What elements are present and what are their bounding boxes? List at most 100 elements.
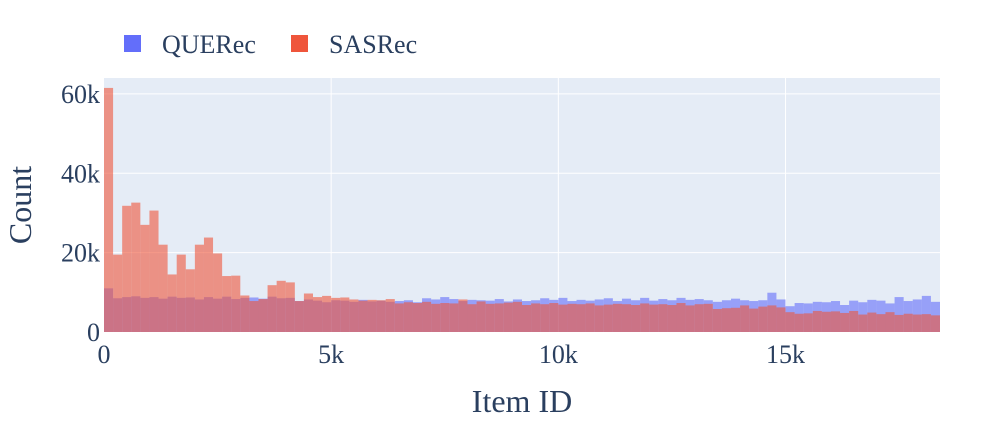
- bar-sasrec[interactable]: [440, 303, 450, 332]
- bar-sasrec[interactable]: [213, 253, 223, 332]
- bar-sasrec[interactable]: [403, 302, 413, 332]
- bar-sasrec[interactable]: [149, 210, 159, 332]
- bar-sasrec[interactable]: [594, 305, 604, 332]
- bar-sasrec[interactable]: [794, 313, 804, 332]
- bar-sasrec[interactable]: [122, 205, 132, 332]
- bar-sasrec[interactable]: [431, 303, 441, 332]
- bar-sasrec[interactable]: [721, 308, 731, 332]
- bar-sasrec[interactable]: [603, 304, 613, 332]
- bar-sasrec[interactable]: [867, 312, 877, 332]
- legend-item-querec[interactable]: QUERec: [124, 30, 256, 59]
- bar-sasrec[interactable]: [812, 310, 822, 332]
- series-sasrec: [104, 87, 940, 332]
- bar-sasrec[interactable]: [313, 297, 323, 332]
- bar-sasrec[interactable]: [649, 304, 659, 332]
- bar-sasrec[interactable]: [921, 314, 931, 332]
- bar-sasrec[interactable]: [885, 312, 895, 332]
- bar-sasrec[interactable]: [903, 313, 913, 332]
- bar-sasrec[interactable]: [458, 299, 468, 332]
- bar-sasrec[interactable]: [194, 244, 204, 332]
- bar-sasrec[interactable]: [767, 305, 777, 332]
- bar-sasrec[interactable]: [512, 301, 522, 332]
- bar-sasrec[interactable]: [621, 304, 632, 332]
- bar-sasrec[interactable]: [685, 305, 695, 332]
- bar-sasrec[interactable]: [640, 303, 650, 332]
- bar-sasrec[interactable]: [612, 303, 622, 332]
- bar-sasrec[interactable]: [776, 307, 786, 332]
- bar-sasrec[interactable]: [667, 305, 677, 332]
- grid-lines: [104, 78, 940, 332]
- bar-sasrec[interactable]: [258, 299, 268, 332]
- bar-sasrec[interactable]: [558, 304, 568, 332]
- bar-sasrec[interactable]: [131, 202, 141, 332]
- bar-sasrec[interactable]: [113, 254, 123, 332]
- bar-sasrec[interactable]: [712, 308, 722, 332]
- bar-sasrec[interactable]: [758, 306, 768, 332]
- bar-sasrec[interactable]: [485, 303, 495, 332]
- bar-sasrec[interactable]: [894, 314, 904, 332]
- bar-querec[interactable]: [921, 295, 931, 332]
- bar-sasrec[interactable]: [540, 304, 550, 332]
- bar-querec[interactable]: [894, 297, 904, 332]
- bar-sasrec[interactable]: [522, 305, 532, 332]
- bar-sasrec[interactable]: [740, 305, 750, 332]
- bar-sasrec[interactable]: [140, 224, 150, 332]
- bar-sasrec[interactable]: [531, 303, 541, 332]
- bar-sasrec[interactable]: [240, 295, 250, 332]
- bar-sasrec[interactable]: [876, 314, 886, 332]
- x-tick-label: 15k: [766, 340, 805, 369]
- bar-sasrec[interactable]: [821, 311, 831, 332]
- bar-sasrec[interactable]: [703, 303, 713, 332]
- bar-sasrec[interactable]: [830, 311, 841, 332]
- bar-sasrec[interactable]: [158, 244, 168, 332]
- bar-sasrec[interactable]: [322, 295, 332, 332]
- bar-sasrec[interactable]: [858, 314, 868, 332]
- bar-sasrec[interactable]: [840, 312, 850, 332]
- bar-sasrec[interactable]: [422, 301, 432, 332]
- bar-sasrec[interactable]: [349, 299, 359, 332]
- bar-sasrec[interactable]: [849, 310, 859, 332]
- bar-sasrec[interactable]: [203, 237, 214, 332]
- bar-sasrec[interactable]: [567, 303, 577, 332]
- bar-sasrec[interactable]: [694, 304, 704, 332]
- bar-sasrec[interactable]: [549, 303, 559, 332]
- bar-sasrec[interactable]: [231, 275, 241, 332]
- bar-sasrec[interactable]: [930, 315, 940, 332]
- bar-sasrec[interactable]: [785, 312, 795, 332]
- bar-sasrec[interactable]: [412, 303, 423, 332]
- bar-sasrec[interactable]: [367, 299, 377, 332]
- y-axis-ticks: 0 20k 40k 60k: [61, 80, 100, 347]
- bar-sasrec[interactable]: [394, 303, 404, 332]
- bar-sasrec[interactable]: [494, 303, 504, 332]
- bar-sasrec[interactable]: [249, 301, 259, 332]
- bar-sasrec[interactable]: [222, 276, 232, 332]
- bar-sasrec[interactable]: [658, 304, 668, 332]
- bar-sasrec[interactable]: [294, 301, 304, 332]
- bar-sasrec[interactable]: [731, 307, 741, 332]
- bar-sasrec[interactable]: [385, 299, 395, 332]
- bar-sasrec[interactable]: [267, 285, 277, 332]
- bar-sasrec[interactable]: [167, 274, 177, 332]
- bar-sasrec[interactable]: [285, 282, 295, 332]
- bar-sasrec[interactable]: [176, 254, 186, 332]
- bar-sasrec[interactable]: [803, 313, 813, 332]
- bar-sasrec[interactable]: [476, 301, 486, 332]
- legend-item-sasrec[interactable]: SASRec: [291, 30, 417, 59]
- bar-sasrec[interactable]: [340, 297, 350, 332]
- bar-sasrec[interactable]: [331, 297, 341, 332]
- bar-sasrec[interactable]: [912, 314, 922, 332]
- bar-sasrec[interactable]: [376, 300, 386, 332]
- bar-sasrec[interactable]: [303, 293, 313, 332]
- bar-sasrec[interactable]: [503, 302, 513, 332]
- bar-sasrec[interactable]: [185, 269, 195, 332]
- bar-sasrec[interactable]: [576, 304, 586, 332]
- bar-sasrec[interactable]: [749, 308, 759, 332]
- bar-sasrec[interactable]: [276, 280, 286, 332]
- bar-sasrec[interactable]: [449, 303, 459, 332]
- bar-sasrec[interactable]: [631, 305, 641, 332]
- bar-sasrec[interactable]: [676, 303, 686, 332]
- bar-sasrec[interactable]: [467, 304, 477, 332]
- bar-sasrec[interactable]: [585, 303, 595, 332]
- bar-sasrec[interactable]: [358, 300, 368, 332]
- bar-sasrec[interactable]: [104, 87, 114, 332]
